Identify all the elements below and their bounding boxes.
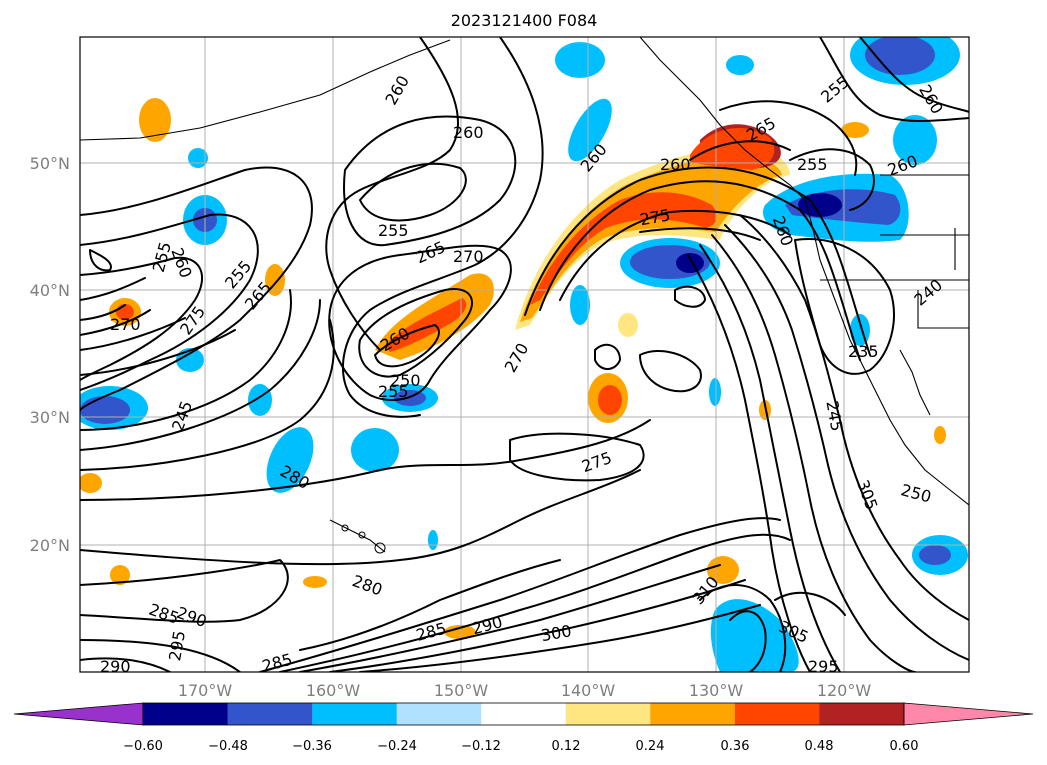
- colorbar-bin: [734, 703, 820, 725]
- shade-blue: [568, 98, 612, 162]
- colorbar: −0.60 −0.48 −0.36 −0.24 −0.12 0.12 0.24 …: [13, 702, 1034, 754]
- shade-blue: [893, 115, 937, 165]
- contour-lines: [80, 37, 969, 672]
- lat-label: 40°N: [30, 281, 70, 300]
- contour-label: 255: [378, 221, 409, 240]
- contour-label: 235: [848, 342, 879, 361]
- contour-label: 255: [797, 155, 828, 174]
- shade-spot: [934, 426, 946, 444]
- colorbar-bin: [227, 703, 313, 725]
- lon-label: 140°W: [561, 681, 616, 700]
- shade-spot: [707, 556, 739, 584]
- shade-spot: [110, 565, 130, 585]
- colorbar-tick-label: 0.36: [721, 739, 750, 754]
- shade-low-red: [385, 298, 467, 352]
- colorbar-bin: [312, 703, 398, 725]
- shade-blue: [919, 545, 951, 565]
- shade-spot: [139, 98, 171, 142]
- contour-label: 250: [390, 371, 421, 390]
- contour-label: 260: [660, 155, 691, 174]
- shade-blue: [709, 378, 721, 406]
- contour-label: 295: [808, 657, 839, 676]
- colorbar-tick-label: −0.12: [461, 739, 501, 754]
- lon-axis-labels: 170°W 160°W 150°W 140°W 130°W 120°W: [178, 681, 872, 700]
- colorbar-bin: [819, 703, 905, 725]
- shade-jet-top: [690, 127, 775, 170]
- colorbar-bin: [650, 703, 736, 725]
- contour-label: 285: [260, 650, 294, 676]
- shade-spot: [618, 313, 638, 337]
- shade-blue: [428, 530, 438, 550]
- colorbar-bin: [143, 703, 229, 725]
- shade-jet-red: [530, 192, 717, 305]
- lat-axis-labels: 50°N 40°N 30°N 20°N: [30, 154, 70, 555]
- contour-label: 260: [453, 123, 484, 142]
- shade-spot: [303, 576, 327, 588]
- contour-label: 255: [378, 382, 409, 401]
- shade-blue: [80, 396, 130, 424]
- colorbar-under-arrow: [13, 702, 144, 726]
- shade-blue: [726, 55, 754, 75]
- colorbar-tick-label: −0.60: [123, 739, 163, 754]
- contour-label: 290: [100, 657, 131, 676]
- shade-blue: [676, 253, 704, 273]
- shade-blue: [555, 42, 605, 78]
- lat-label: 50°N: [30, 154, 70, 173]
- contour-label: 270: [453, 247, 484, 266]
- graticule: [80, 37, 969, 672]
- lat-label: 30°N: [30, 408, 70, 427]
- lat-label: 20°N: [30, 536, 70, 555]
- colorbar-tick-label: 0.60: [890, 739, 919, 754]
- colorbar-bin: [396, 703, 482, 725]
- lon-label: 120°W: [817, 681, 872, 700]
- lon-label: 170°W: [178, 681, 233, 700]
- colorbar-tick-label: 0.24: [636, 739, 665, 754]
- colorbar-outline: [142, 702, 905, 726]
- shade-spot: [598, 385, 622, 415]
- shade-blue: [266, 427, 314, 493]
- colorbar-bins: [143, 703, 905, 725]
- shade-spot: [80, 473, 102, 493]
- colorbar-bin: [565, 703, 651, 725]
- colorbar-tick-label: −0.36: [292, 739, 332, 754]
- map-area: 260 260 255 265 270 275 255 260 255 265 …: [80, 37, 969, 676]
- map-frame: [79, 36, 970, 673]
- shade-blue: [176, 348, 204, 372]
- shade-blue: [351, 428, 399, 472]
- shade-blue: [865, 37, 935, 75]
- colorbar-ticks: −0.60 −0.48 −0.36 −0.24 −0.12 0.12 0.24 …: [123, 739, 918, 754]
- shade-spot: [444, 625, 476, 639]
- shade-blue: [570, 285, 590, 325]
- lon-label: 160°W: [306, 681, 361, 700]
- colorbar-tick-label: −0.24: [377, 739, 417, 754]
- shade-blue: [248, 384, 272, 416]
- colorbar-bin: [481, 703, 567, 725]
- figure-title: 2023121400 F084: [451, 11, 598, 30]
- colorbar-over-arrow: [903, 702, 1034, 726]
- contour-label: 270: [110, 315, 141, 334]
- colorbar-tick-label: 0.12: [552, 739, 581, 754]
- shade-spot: [841, 122, 869, 138]
- colorbar-tick-label: 0.48: [805, 739, 834, 754]
- lon-label: 130°W: [689, 681, 744, 700]
- lon-label: 150°W: [434, 681, 489, 700]
- colorbar-tick-label: −0.48: [208, 739, 248, 754]
